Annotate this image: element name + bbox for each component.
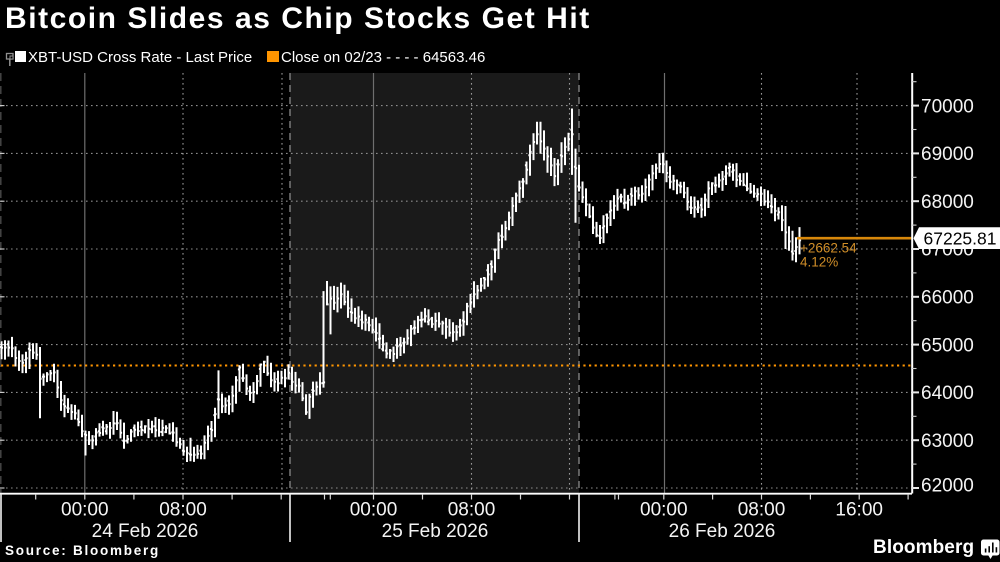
svg-text:62000: 62000 <box>921 475 974 496</box>
svg-text:16:00: 16:00 <box>835 500 883 521</box>
svg-text:25 Feb 2026: 25 Feb 2026 <box>382 521 489 542</box>
svg-text:08:00: 08:00 <box>159 500 207 521</box>
svg-text:08:00: 08:00 <box>448 500 496 521</box>
svg-text:69000: 69000 <box>921 144 974 165</box>
svg-text:63000: 63000 <box>921 431 974 452</box>
svg-text:00:00: 00:00 <box>640 500 688 521</box>
svg-text:64000: 64000 <box>921 383 974 404</box>
svg-text:65000: 65000 <box>921 335 974 356</box>
svg-text:+2662.54: +2662.54 <box>800 241 857 256</box>
svg-text:70000: 70000 <box>921 96 974 117</box>
svg-text:66000: 66000 <box>921 288 974 309</box>
svg-text:00:00: 00:00 <box>61 500 109 521</box>
svg-text:68000: 68000 <box>921 192 974 213</box>
svg-text:26 Feb 2026: 26 Feb 2026 <box>669 521 776 542</box>
svg-text:67225.81: 67225.81 <box>924 229 997 249</box>
svg-text:24 Feb 2026: 24 Feb 2026 <box>92 521 199 542</box>
svg-text:4.12%: 4.12% <box>800 255 838 270</box>
svg-text:08:00: 08:00 <box>738 500 786 521</box>
svg-text:00:00: 00:00 <box>350 500 398 521</box>
